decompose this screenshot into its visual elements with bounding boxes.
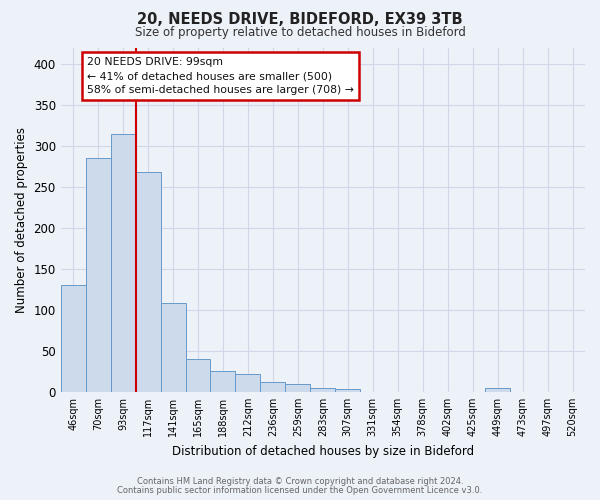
Bar [335, 388, 360, 392]
Bar [485, 388, 510, 392]
Bar [161, 304, 185, 392]
Bar [185, 359, 211, 392]
Text: 20 NEEDS DRIVE: 99sqm
← 41% of detached houses are smaller (500)
58% of semi-det: 20 NEEDS DRIVE: 99sqm ← 41% of detached … [87, 58, 354, 96]
Text: Contains HM Land Registry data © Crown copyright and database right 2024.: Contains HM Land Registry data © Crown c… [137, 478, 463, 486]
Bar [86, 158, 110, 392]
Bar [260, 382, 286, 392]
Bar [110, 134, 136, 392]
Bar [235, 374, 260, 392]
Bar [286, 384, 310, 392]
X-axis label: Distribution of detached houses by size in Bideford: Distribution of detached houses by size … [172, 444, 474, 458]
Y-axis label: Number of detached properties: Number of detached properties [15, 126, 28, 312]
Text: 20, NEEDS DRIVE, BIDEFORD, EX39 3TB: 20, NEEDS DRIVE, BIDEFORD, EX39 3TB [137, 12, 463, 28]
Bar [136, 172, 161, 392]
Bar [310, 388, 335, 392]
Text: Contains public sector information licensed under the Open Government Licence v3: Contains public sector information licen… [118, 486, 482, 495]
Bar [211, 372, 235, 392]
Text: Size of property relative to detached houses in Bideford: Size of property relative to detached ho… [134, 26, 466, 39]
Bar [61, 286, 86, 392]
